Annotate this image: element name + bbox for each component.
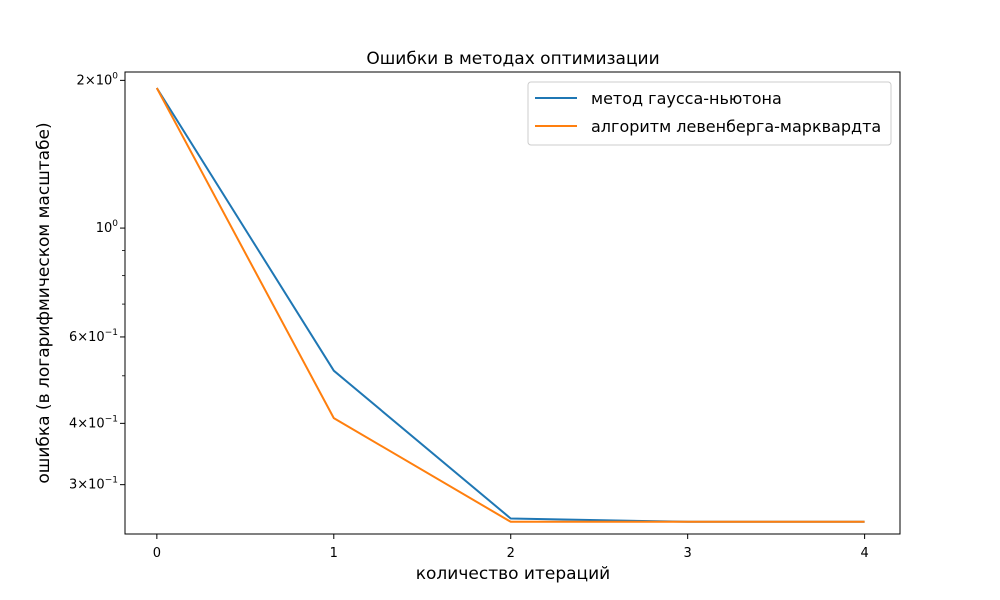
plot-area-frame <box>124 71 901 535</box>
x-tick-label: 2 <box>507 546 515 561</box>
legend-label-1: метод гаусса-ньютона <box>591 89 782 108</box>
y-tick-label: 6×10−1 <box>69 328 118 345</box>
y-tick-label: 3×10−1 <box>69 476 118 493</box>
x-tick-label: 0 <box>153 546 161 561</box>
x-tick-label: 1 <box>330 546 338 561</box>
series-lines <box>155 87 865 523</box>
y-tick-label: 100 <box>96 219 119 236</box>
x-tick-label: 3 <box>684 546 692 561</box>
legend-label-2: алгоритм левенберга-марквардта <box>591 117 881 136</box>
x-axis-ticks: 0 1 2 3 4 <box>153 534 869 561</box>
chart-title: Ошибки в методах оптимизации <box>366 49 659 69</box>
legend: метод гаусса-ньютона алгоритм левенберга-… <box>527 81 892 146</box>
x-tick-label: 4 <box>860 546 868 561</box>
series-line-1 <box>155 87 865 523</box>
legend-frame <box>527 81 892 146</box>
x-axis-label: количество итераций <box>416 564 610 584</box>
y-tick-label: 2×100 <box>77 71 119 88</box>
y-axis-label: ошибка (в логарифмическом масштабе) <box>34 122 54 483</box>
y-axis-ticks: 2×100 100 6×10−1 4×10−1 3×10−1 <box>69 71 125 493</box>
y-tick-label: 4×10−1 <box>69 414 118 431</box>
series-line-2 <box>155 87 865 523</box>
